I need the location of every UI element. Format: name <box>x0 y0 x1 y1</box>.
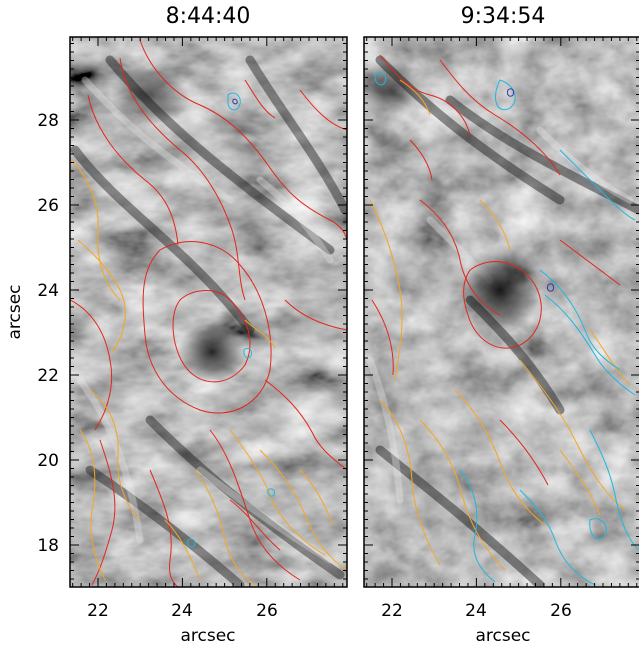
x-axis-title-right: arcsec <box>475 626 530 646</box>
y-tick-label: 26 <box>37 196 59 216</box>
contours-red-right <box>371 54 621 486</box>
image-panel-right <box>364 37 639 587</box>
y-axis-title: arcsec <box>5 284 25 339</box>
y-tick-labels: 28 26 24 22 20 18 <box>37 111 59 556</box>
y-tick-label: 28 <box>37 111 59 131</box>
panel-title-left: 8:44:40 <box>166 4 251 29</box>
x-tick-labels-left: 22 24 26 <box>87 601 278 621</box>
axis-ticks <box>70 37 639 587</box>
contours-red-left <box>70 39 347 587</box>
y-tick-label: 22 <box>37 366 59 386</box>
y-tick-label: 20 <box>37 451 59 471</box>
contours-orange-left <box>71 159 347 586</box>
x-tick-label: 24 <box>465 601 487 621</box>
y-tick-label: 24 <box>37 281 59 301</box>
x-tick-labels-right: 22 24 26 <box>381 601 572 621</box>
x-tick-label: 26 <box>550 601 572 621</box>
x-axis-title-left: arcsec <box>180 626 235 646</box>
x-tick-label: 26 <box>256 601 278 621</box>
panel-title-right: 9:34:54 <box>461 4 546 29</box>
x-tick-label: 22 <box>87 601 109 621</box>
x-tick-label: 22 <box>381 601 403 621</box>
contours-blue-right <box>507 88 554 292</box>
contours-blue-left <box>232 98 238 105</box>
contours-orange-right <box>369 79 631 571</box>
x-tick-label: 24 <box>171 601 193 621</box>
panel-frame-left <box>69 36 348 588</box>
image-panel-left <box>70 37 347 587</box>
contours-cyan-left <box>187 92 275 548</box>
y-tick-label: 18 <box>37 536 59 556</box>
contours-cyan-right <box>374 72 639 586</box>
